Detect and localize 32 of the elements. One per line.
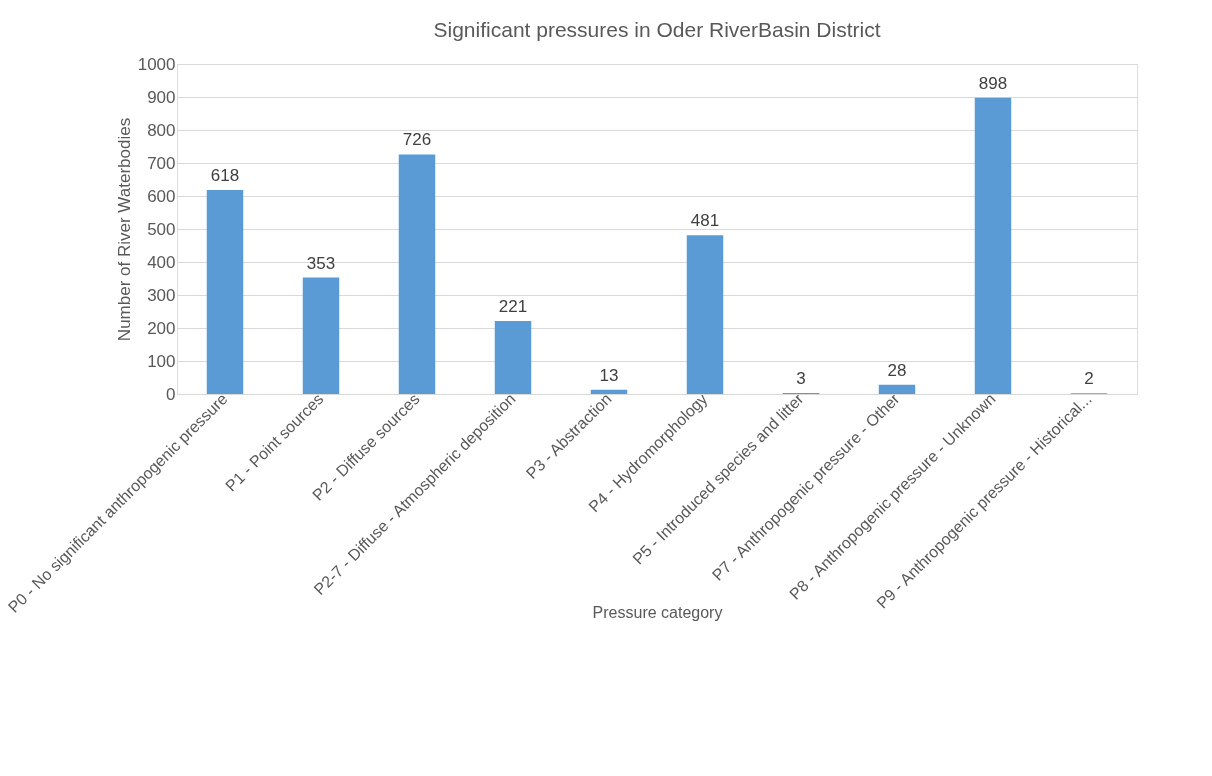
bar [398,154,436,394]
y-tick-label: 200 [147,318,176,338]
data-label: 726 [402,130,432,150]
y-tick-label: 600 [147,186,176,206]
y-axis-title: Number of River Waterbodies [114,117,134,342]
bar [974,97,1012,394]
bar [494,321,532,394]
y-tick-label: 500 [147,219,176,239]
bar [590,389,628,394]
data-label: 898 [978,73,1008,93]
y-tick-label: 100 [147,351,176,371]
y-tick-label: 800 [147,120,176,140]
y-tick-label: 400 [147,252,176,272]
chart-title: Significant pressures in Oder RiverBasin District [433,18,881,41]
data-label: 28 [887,360,907,380]
data-label: 353 [306,253,336,273]
bar [686,235,724,394]
x-axis-title: Pressure category [592,603,723,621]
bar [206,190,244,394]
y-tick-label: 900 [147,87,176,107]
data-label: 3 [796,369,806,389]
data-label: 221 [498,297,528,317]
data-label: 2 [1084,369,1094,389]
y-tick-label: 1000 [137,54,176,74]
y-tick-label: 0 [166,384,176,404]
bar [878,384,916,394]
y-tick-label: 700 [147,153,176,173]
data-label: 13 [599,365,619,385]
bar [302,277,340,394]
y-tick-label: 300 [147,285,176,305]
data-label: 481 [690,211,720,231]
data-label: 618 [210,166,240,186]
